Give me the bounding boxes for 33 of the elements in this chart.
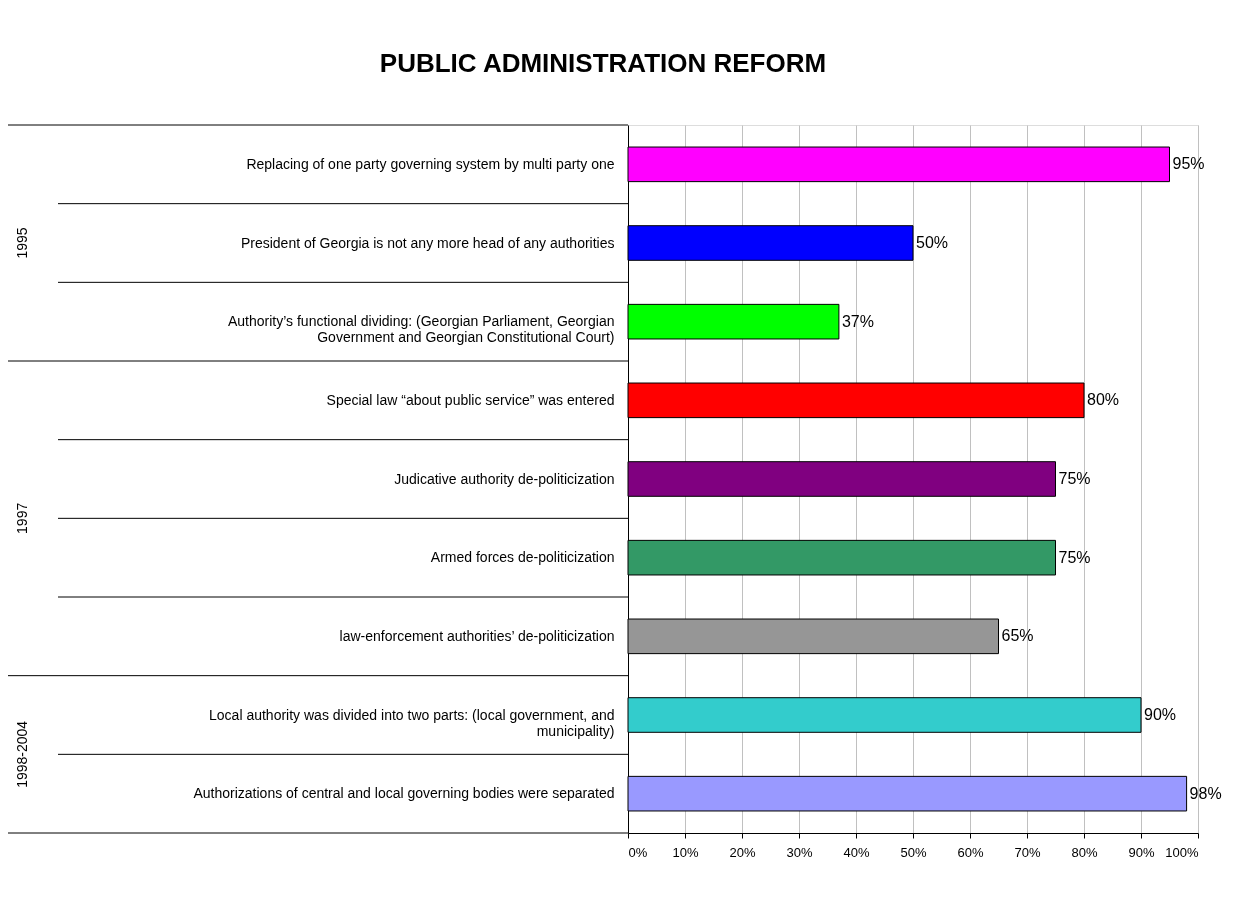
chart-title: PUBLIC ADMINISTRATION REFORM bbox=[379, 47, 827, 78]
data-label: 90% bbox=[1144, 706, 1177, 723]
y-tick-label: Replacing of one party governing system by multi party one bbox=[246, 155, 615, 172]
text: 1995 bbox=[14, 227, 30, 259]
data-label: 37% bbox=[841, 312, 874, 330]
x-tick-label: 20% bbox=[729, 844, 756, 860]
data-label: 80% bbox=[1087, 391, 1120, 409]
data-label: 95% bbox=[1172, 155, 1205, 173]
y-tick-label: Authority’s functional dividing: (Georgian Parliament, Georgian Government and Georgian Constitutional Court) bbox=[227, 313, 615, 346]
y-tick-label: Armed forces de-politicization bbox=[430, 549, 615, 566]
x-tick-label: 60% bbox=[957, 844, 984, 860]
y-tick-label: Authorizations of central and local governing bodies were separated bbox=[193, 785, 615, 802]
y-tick-label: Special law “about public service” was entered bbox=[326, 391, 615, 408]
y-tick-label: Judicative authority de-politicization bbox=[394, 470, 615, 487]
x-tick-label: 40% bbox=[843, 844, 870, 860]
x-tick-label: 10% bbox=[672, 844, 699, 860]
data-label: 98% bbox=[1189, 784, 1222, 802]
y-tick-label: President of Georgia is not any more head of any authorities bbox=[240, 234, 615, 251]
x-tick-label: 50% bbox=[900, 844, 927, 860]
y-tick-label: law-enforcement authorities’ de-politicization bbox=[339, 627, 615, 644]
x-tick-label: 100% bbox=[1165, 844, 1199, 860]
x-tick-label: 30% bbox=[786, 844, 813, 860]
data-label: 65% bbox=[1001, 627, 1034, 645]
text: 1997 bbox=[14, 502, 30, 534]
text: 1998-2004 bbox=[14, 720, 30, 788]
data-label: 50% bbox=[916, 234, 949, 251]
x-tick-label: 80% bbox=[1071, 844, 1098, 860]
data-label: 75% bbox=[1058, 470, 1091, 487]
x-tick-label: 0% bbox=[628, 844, 648, 860]
x-tick-label: 70% bbox=[1014, 844, 1041, 860]
y-tick-label: Local authority was divided into two parts: (local government, and municipality) bbox=[209, 706, 615, 739]
data-label: 75% bbox=[1058, 548, 1091, 566]
x-tick-label: 90% bbox=[1128, 844, 1155, 860]
